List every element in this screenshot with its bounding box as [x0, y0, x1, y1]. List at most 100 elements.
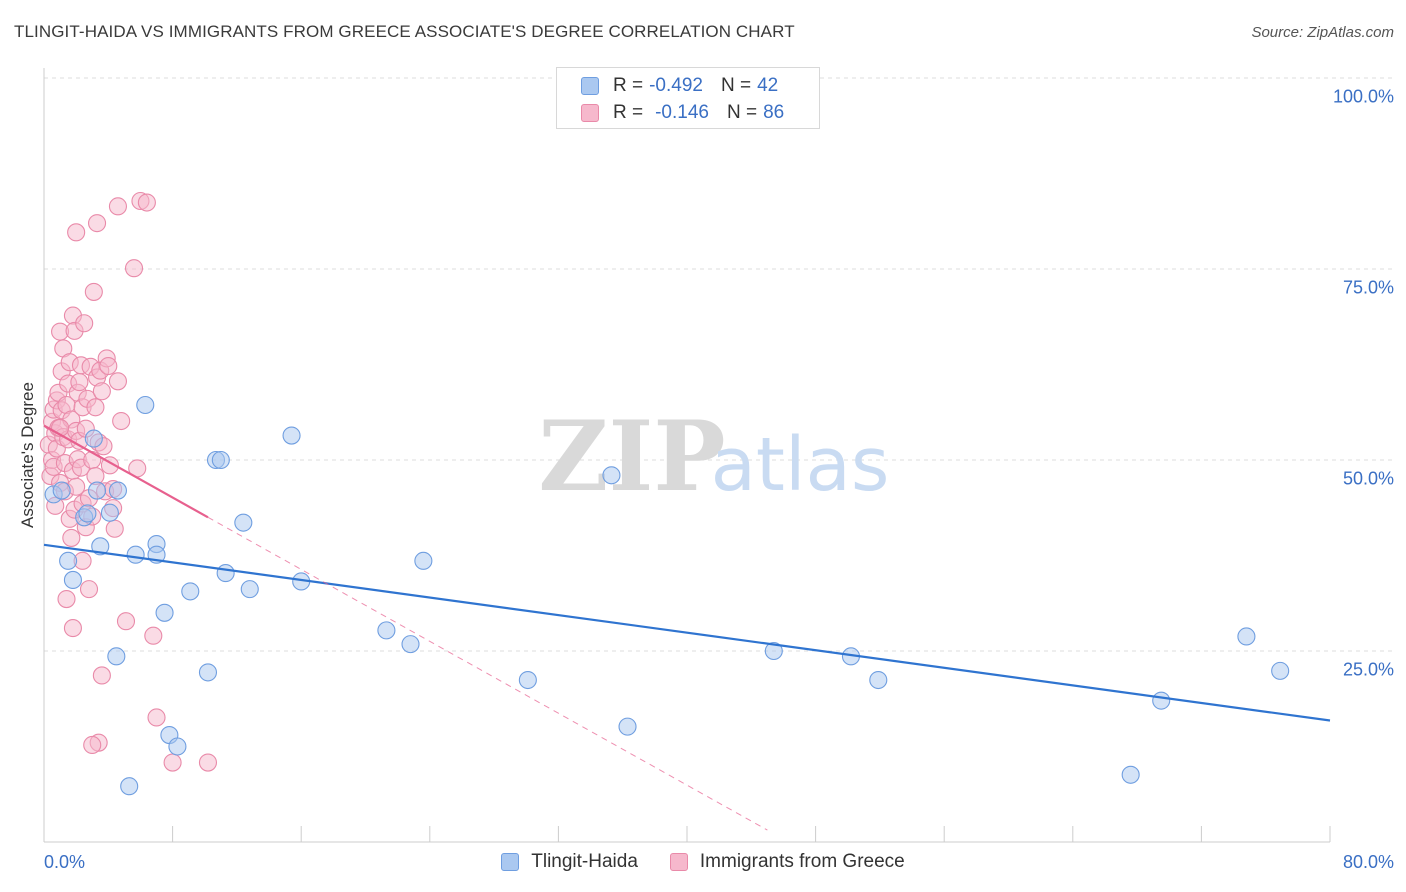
watermark: ZIP atlas	[538, 400, 889, 513]
swatch-pink	[581, 104, 599, 122]
data-point	[108, 197, 127, 216]
data-point	[124, 259, 144, 278]
data-point	[401, 635, 420, 654]
r-value: -0.146	[655, 102, 709, 123]
data-point	[198, 753, 218, 772]
watermark-zip: ZIP	[538, 400, 725, 513]
data-point	[126, 545, 145, 564]
data-point	[240, 580, 259, 599]
data-point	[163, 753, 182, 772]
data-point	[62, 528, 81, 547]
swatch-blue	[581, 77, 599, 95]
data-point	[63, 570, 82, 589]
data-point	[59, 551, 78, 570]
r-label: R =	[613, 102, 644, 123]
data-point	[112, 411, 131, 431]
data-point	[87, 214, 107, 233]
x-tick-min: 0.0%	[44, 852, 86, 872]
legend-label: Tlingit-Haida	[531, 851, 638, 872]
n-value: 42	[757, 75, 779, 96]
watermark-atlas: atlas	[711, 422, 890, 508]
y-axis-title: Associate's Degree	[18, 382, 37, 528]
data-point	[869, 670, 888, 690]
data-point	[100, 503, 119, 522]
data-point	[137, 193, 156, 212]
data-point	[83, 450, 102, 470]
n-label: N =	[720, 75, 752, 96]
series-legend: Tlingit-Haida Immigrants from Greece	[0, 851, 1406, 873]
data-point	[67, 223, 86, 242]
data-point	[91, 537, 110, 556]
data-point	[70, 373, 89, 392]
data-point	[75, 314, 94, 333]
y-tick-75: 75.0%	[1342, 277, 1394, 298]
data-point	[377, 621, 396, 640]
legend-label: Immigrants from Greece	[699, 851, 905, 872]
data-point	[52, 481, 71, 500]
data-point	[234, 513, 253, 532]
data-point	[105, 519, 124, 538]
data-point	[83, 735, 102, 755]
data-point	[136, 395, 155, 415]
y-tick-50: 50.0%	[1342, 468, 1394, 489]
data-point	[518, 670, 537, 690]
n-label: N =	[726, 102, 758, 123]
data-point	[92, 666, 111, 685]
axes	[43, 68, 1331, 843]
data-point	[107, 647, 126, 666]
data-point	[181, 582, 200, 601]
data-point	[57, 589, 76, 609]
data-point	[414, 551, 433, 570]
data-point	[63, 619, 82, 638]
data-point	[1152, 691, 1171, 710]
data-point	[211, 450, 230, 470]
trend-line	[43, 543, 1331, 722]
data-point	[78, 504, 97, 523]
swatch-blue	[501, 853, 520, 871]
data-point	[155, 603, 174, 622]
data-point	[168, 737, 187, 756]
data-point	[1271, 661, 1290, 680]
data-point	[84, 429, 103, 448]
data-point	[87, 481, 107, 500]
trend-lines	[43, 424, 1331, 831]
trend-line	[43, 424, 209, 519]
stats-row-tlingit-haida: R = -0.492 N = 42	[581, 73, 778, 99]
data-point	[108, 481, 127, 500]
data-point	[216, 564, 235, 583]
data-point	[1121, 765, 1140, 784]
data-point	[92, 382, 111, 401]
y-tick-25: 25.0%	[1342, 659, 1394, 680]
data-point	[84, 282, 103, 301]
series-immigrants-from-greece-points	[39, 191, 218, 772]
r-label: R =	[613, 75, 644, 96]
grid-lines	[44, 77, 1392, 652]
n-value: 86	[763, 102, 785, 123]
data-point	[764, 641, 783, 661]
stats-row-immigrants-from-greece: R = -0.146 N = 86	[581, 100, 784, 126]
data-point	[147, 708, 166, 727]
data-point	[86, 398, 105, 417]
data-point	[602, 466, 621, 485]
data-point	[198, 663, 218, 682]
y-tick-100: 100.0%	[1332, 86, 1394, 107]
legend-item-tlingit-haida[interactable]: Tlingit-Haida	[501, 851, 638, 873]
x-tick-max: 80.0%	[1342, 852, 1394, 872]
data-point	[282, 426, 301, 445]
data-point	[144, 626, 163, 645]
data-point	[108, 372, 127, 391]
data-point	[618, 717, 637, 736]
source-label: Source: ZipAtlas.com	[1251, 24, 1394, 41]
stats-legend: R = -0.492 N = 42 R = -0.146 N = 86	[556, 67, 820, 129]
swatch-pink	[669, 853, 688, 871]
data-point	[79, 580, 99, 599]
data-point	[116, 612, 136, 631]
data-point	[120, 777, 139, 796]
r-value: -0.492	[649, 75, 703, 96]
legend-item-immigrants-from-greece[interactable]: Immigrants from Greece	[669, 851, 905, 873]
trend-line-extension	[207, 516, 768, 831]
data-point	[99, 356, 118, 376]
data-point	[1237, 627, 1256, 646]
chart-title: TLINGIT-HAIDA VS IMMIGRANTS FROM GREECE …	[14, 22, 795, 41]
